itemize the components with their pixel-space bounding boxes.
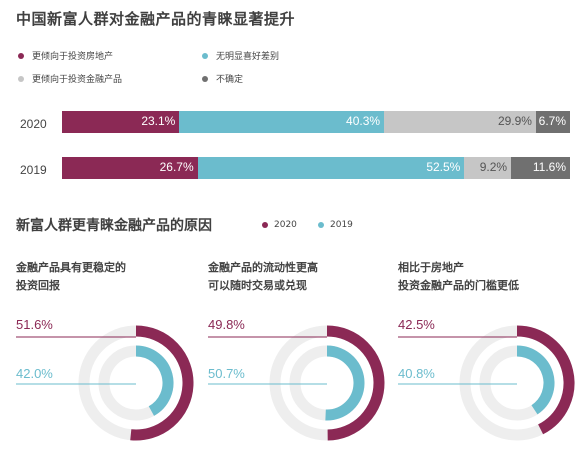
reason-title: 金融产品的流动性更高 可以随时交易或兑现 xyxy=(208,259,318,295)
reason-title-line1: 相比于房地产 xyxy=(398,261,464,274)
bar-segment xyxy=(464,157,512,179)
section-subtitle: 新富人群更青睐金融产品的原因 xyxy=(16,218,212,234)
reason-title: 相比于房地产投资金融产品的门槛更低 xyxy=(398,259,519,295)
pct-2019: 42.0% xyxy=(16,366,53,381)
legend-dot xyxy=(18,52,24,59)
bar-value-label: 23.1% xyxy=(141,114,176,128)
year-label-2019: 2019 xyxy=(20,163,47,177)
legend-dot xyxy=(202,75,208,82)
bar-value-label: 52.5% xyxy=(426,160,461,174)
bar-segment xyxy=(535,111,570,133)
bar-value-label: 29.9% xyxy=(497,114,532,128)
stacked-bar-2020: 23.1% 40.3% 29.9% 6.7% xyxy=(62,111,570,133)
bar-segment xyxy=(179,111,385,133)
legend-label: 不确定 xyxy=(216,75,244,85)
bar-value-label: 11.6% xyxy=(532,160,566,174)
legend-item-no-preference: 无明显喜好差别 xyxy=(202,49,279,62)
legend-item-real-estate: 更倾向于投资房地产 xyxy=(18,49,113,62)
reason-title-line2: 可以随时交易或兑现 xyxy=(208,279,307,292)
bar-segment xyxy=(384,111,536,133)
year-label-2020: 2020 xyxy=(20,117,47,131)
legend2-item-2019: 2019 xyxy=(318,220,353,230)
legend-label: 2019 xyxy=(330,220,353,230)
bar-segment xyxy=(62,157,198,179)
donut-arc-2020 xyxy=(130,325,194,441)
legend-label: 更倾向于投资金融产品 xyxy=(32,75,123,85)
pct-2019: 40.8% xyxy=(398,366,435,381)
pct-2019: 50.7% xyxy=(208,366,245,381)
chart-title: 中国新富人群对金融产品的青睐显著提升 xyxy=(16,10,296,28)
donut-arc-2019 xyxy=(516,345,555,415)
bar-value-label: 26.7% xyxy=(159,160,194,174)
legend-dot xyxy=(262,222,268,228)
donut-arc-2019 xyxy=(135,345,174,416)
legend-dot xyxy=(318,222,324,228)
donut-arc-2020 xyxy=(516,325,575,435)
bar-value-label: 6.7% xyxy=(538,114,566,128)
pct-2020: 51.6% xyxy=(16,317,53,332)
legend-item-uncertain: 不确定 xyxy=(202,72,243,85)
bar-segment xyxy=(62,111,180,133)
reason-title: 金融产品具有更稳定的 投资回报 xyxy=(16,259,126,295)
reason-title-line2: 投资金融产品的门槛更低 xyxy=(398,279,519,292)
legend-label: 无明显喜好差别 xyxy=(216,52,280,62)
reason-title-line1: 金融产品的流动性更高 xyxy=(208,261,318,274)
donut-arc-2019 xyxy=(325,345,365,421)
stacked-bar-2019: 26.7% 52.5% 9.2% 11.6% xyxy=(62,157,570,179)
reason-title-line1: 金融产品具有更稳定的 xyxy=(16,261,126,274)
bar-segment xyxy=(197,157,465,179)
bar-value-label: 40.3% xyxy=(346,114,381,128)
legend-label: 2020 xyxy=(274,220,297,230)
bar-value-label: 9.2% xyxy=(479,160,508,174)
donut-arc-2020 xyxy=(326,325,385,441)
legend-label: 更倾向于投资房地产 xyxy=(32,52,114,62)
legend-dot xyxy=(202,52,208,59)
legend-dot xyxy=(18,75,24,82)
legend-item-financial: 更倾向于投资金融产品 xyxy=(18,72,122,85)
reason-title-line2: 投资回报 xyxy=(16,279,60,292)
bar-segment xyxy=(511,157,570,179)
pct-2020: 42.5% xyxy=(398,317,435,332)
pct-2020: 49.8% xyxy=(208,317,245,332)
legend2-item-2020: 2020 xyxy=(262,220,297,230)
